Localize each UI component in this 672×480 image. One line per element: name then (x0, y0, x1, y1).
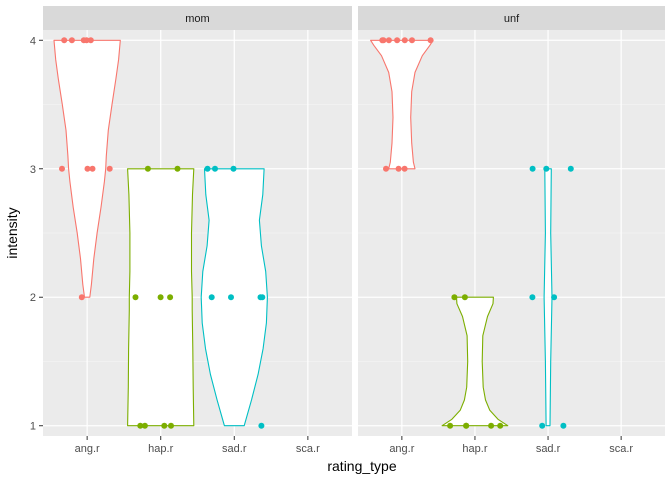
data-point-ang.r (385, 37, 392, 44)
data-point-ang.r (78, 294, 85, 301)
y-tick-label: 1 (30, 421, 36, 433)
data-point-sad.r (208, 294, 215, 301)
data-point-hap.r (167, 294, 174, 301)
data-point-sad.r (543, 165, 550, 172)
data-point-sad.r (230, 165, 237, 172)
data-point-hap.r (447, 422, 454, 429)
data-point-ang.r (89, 165, 96, 172)
data-point-sad.r (212, 165, 218, 172)
facet-label: unf (504, 13, 520, 25)
data-point-hap.r (497, 422, 504, 429)
data-point-hap.r (137, 422, 144, 429)
data-point-hap.r (168, 422, 174, 429)
data-point-hap.r (451, 294, 458, 301)
data-point-sad.r (560, 422, 567, 429)
data-point-hap.r (463, 422, 470, 429)
x-tick-label: sca.r (296, 443, 320, 455)
data-point-sad.r (228, 294, 234, 301)
data-point-ang.r (394, 37, 401, 44)
facet-label: mom (185, 13, 209, 25)
data-point-ang.r (59, 165, 65, 172)
data-point-hap.r (157, 294, 164, 301)
facet-panel-mom: mom (43, 6, 352, 436)
data-point-hap.r (144, 165, 151, 172)
data-point-hap.r (161, 422, 168, 429)
data-point-ang.r (395, 165, 402, 172)
y-axis: 1 2 3 4 (30, 35, 43, 433)
y-tick-label: 4 (30, 35, 36, 47)
x-tick-label: sca.r (609, 443, 633, 455)
x-tick-label: ang.r (75, 443, 100, 455)
data-point-ang.r (106, 165, 113, 172)
facet-strip (358, 6, 665, 30)
data-point-ang.r (383, 165, 389, 172)
facet-panel-unf: unf (358, 6, 665, 436)
data-point-ang.r (87, 37, 94, 44)
violin-sad.r (543, 168, 553, 427)
facet-panels: mom unf (43, 6, 665, 436)
y-tick-label: 2 (30, 292, 36, 304)
data-point-sad.r (567, 165, 574, 172)
data-point-hap.r (461, 294, 468, 301)
y-tick-label: 3 (30, 164, 36, 176)
data-point-ang.r (379, 37, 386, 44)
facet-strip (43, 6, 352, 30)
data-point-sad.r (258, 422, 265, 429)
y-axis-title: intensity (4, 207, 20, 258)
data-point-sad.r (529, 294, 536, 301)
data-point-ang.r (80, 37, 87, 44)
x-tick-label: hap.r (148, 443, 173, 455)
data-point-sad.r (204, 165, 211, 172)
data-point-sad.r (551, 294, 558, 301)
x-tick-label: sad.r (222, 443, 247, 455)
data-point-hap.r (488, 422, 495, 429)
data-point-sad.r (259, 294, 266, 301)
data-point-ang.r (61, 37, 68, 44)
x-tick-label: ang.r (389, 443, 414, 455)
data-point-ang.r (427, 37, 434, 44)
data-point-ang.r (409, 37, 415, 44)
data-point-sad.r (539, 422, 546, 429)
data-point-sad.r (529, 165, 536, 172)
data-point-hap.r (132, 294, 139, 301)
data-point-ang.r (401, 165, 408, 172)
data-point-ang.r (401, 37, 408, 44)
data-point-ang.r (68, 37, 75, 44)
data-point-ang.r (84, 165, 91, 172)
x-axis-title: rating_type (327, 458, 396, 474)
x-axis: ang.r hap.r sad.r sca.r ang.r hap.r sad.r sca.r (75, 436, 633, 455)
x-tick-label: hap.r (462, 443, 487, 455)
data-point-hap.r (141, 422, 148, 429)
violin-ang.r (370, 39, 434, 170)
x-tick-label: sad.r (536, 443, 561, 455)
data-point-hap.r (174, 165, 181, 172)
